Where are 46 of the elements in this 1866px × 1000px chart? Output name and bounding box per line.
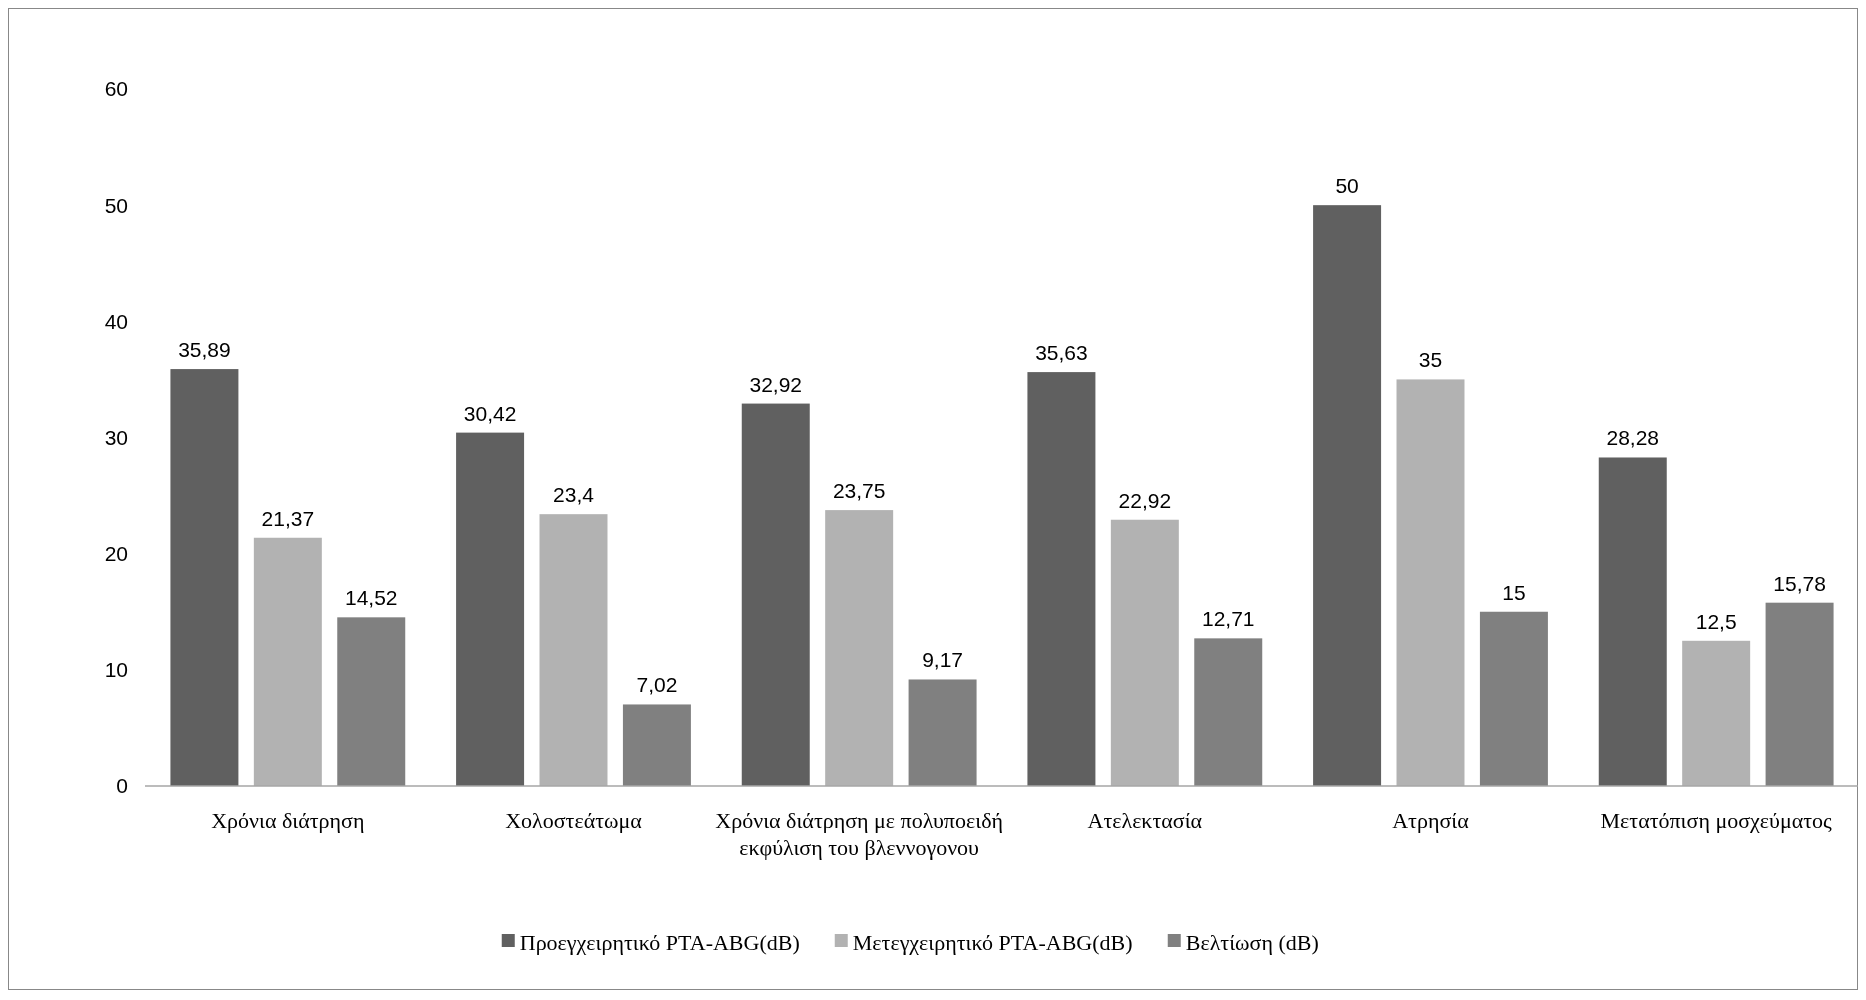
x-tick-label: Χρόνια διάτρηση <box>211 808 365 833</box>
data-label: 35,63 <box>1035 341 1088 365</box>
bar <box>1027 372 1096 786</box>
data-label: 32,92 <box>749 372 803 396</box>
x-tick-label: Ατελεκτασία <box>1087 808 1203 833</box>
bar <box>908 679 977 786</box>
x-tick-label: Μετατόπιση μοσχεύματος <box>1600 808 1833 833</box>
data-label: 14,52 <box>344 586 398 610</box>
y-tick-label: 20 <box>104 542 128 566</box>
legend-label: Μετεγχειρητικό PTA-ABG(dB) <box>852 929 1133 955</box>
data-label: 9,17 <box>922 648 964 672</box>
bar <box>456 432 525 786</box>
data-label: 35,89 <box>178 338 231 362</box>
data-label: 30,42 <box>463 401 517 425</box>
x-tick-label: Ατρησία <box>1392 808 1470 833</box>
y-tick-label: 60 <box>104 77 128 101</box>
data-label: 15 <box>1502 580 1526 604</box>
data-label: 12,5 <box>1695 609 1737 633</box>
data-label: 23,75 <box>832 479 886 503</box>
data-label: 21,37 <box>261 506 315 530</box>
bar <box>1479 611 1548 786</box>
bar <box>1765 602 1834 786</box>
data-label: 23,4 <box>553 483 595 507</box>
data-label: 50 <box>1335 174 1359 198</box>
bar <box>622 704 691 786</box>
data-label: 28,28 <box>1606 426 1660 450</box>
bar <box>1598 457 1667 786</box>
bar <box>337 617 406 786</box>
data-label: 22,92 <box>1118 488 1172 512</box>
data-label: 15,78 <box>1773 571 1826 595</box>
data-label: 35 <box>1418 348 1443 372</box>
bar <box>741 403 810 786</box>
y-tick-label: 40 <box>104 309 128 333</box>
bar <box>1313 205 1382 786</box>
y-tick-label: 0 <box>116 774 128 798</box>
legend-label: Βελτίωση (dB) <box>1185 929 1319 955</box>
data-label: 12,71 <box>1201 607 1255 631</box>
legend-label: Προεγχειρητικό PTA-ABG(dB) <box>519 929 800 955</box>
y-tick-label: 10 <box>104 658 128 682</box>
bar <box>1194 638 1263 786</box>
data-label: 7,02 <box>636 673 678 697</box>
x-tick-label: Χολοστεάτωμα <box>505 808 643 833</box>
y-tick-label: 50 <box>104 193 128 217</box>
y-tick-label: 30 <box>104 425 128 449</box>
bar <box>170 369 239 786</box>
x-tick-label: Χρόνια διάτρηση με πολυποειδή εκφύλιση του βλεννογονου <box>715 808 1004 860</box>
